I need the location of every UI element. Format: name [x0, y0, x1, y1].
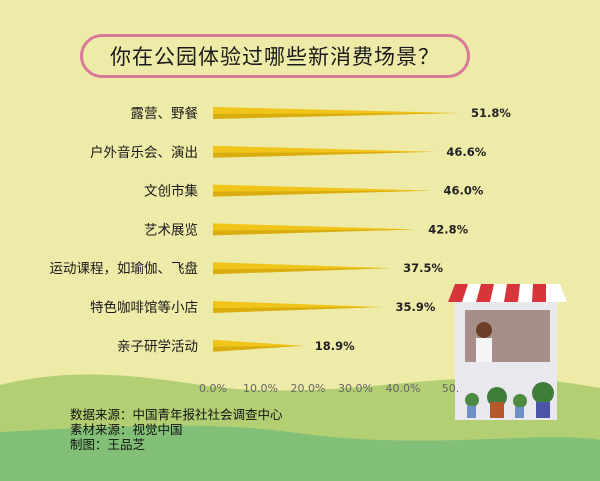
x-tick-label: 40.0% [386, 382, 421, 395]
category-label: 户外音乐会、演出 [90, 144, 198, 161]
market-stall-illustration [448, 284, 567, 420]
chart-author: 制图：王品芝 [70, 437, 146, 452]
bar-shade [213, 229, 417, 236]
bar-shade [213, 307, 384, 313]
value-label: 37.5% [403, 261, 443, 275]
category-label: 露营、野餐 [131, 106, 199, 122]
value-label: 18.9% [315, 339, 355, 353]
x-tick-label: 20.0% [291, 382, 326, 395]
x-tick-label: 50. [442, 382, 460, 395]
value-label: 51.8% [471, 106, 511, 120]
bar-shade [213, 113, 460, 119]
category-label: 亲子研学活动 [117, 339, 198, 355]
value-label: 46.0% [444, 184, 484, 198]
credits: 数据来源：中国青年报社社会调查中心 素材来源：视觉中国 制图：王品芝 [70, 407, 283, 452]
title-box: 你在公园体验过哪些新消费场景？ [80, 34, 470, 78]
x-tick-label: 0.0% [199, 382, 227, 395]
category-label: 文创市集 [144, 183, 198, 200]
bar-shade [213, 190, 432, 197]
bar-shade [213, 268, 392, 275]
value-label: 42.8% [428, 222, 468, 236]
value-label: 35.9% [396, 300, 436, 314]
bar-shade [213, 151, 435, 158]
category-label: 艺术展览 [144, 222, 198, 238]
category-label: 运动课程，如瑜伽、飞盘 [50, 260, 199, 277]
material-source: 素材来源：视觉中国 [70, 422, 183, 437]
value-label: 46.6% [446, 145, 486, 159]
data-source: 数据来源：中国青年报社社会调查中心 [70, 407, 283, 422]
x-tick-label: 10.0% [243, 382, 278, 395]
chart-title: 你在公园体验过哪些新消费场景？ [110, 45, 440, 69]
bar-shade [213, 345, 303, 352]
category-label: 特色咖啡馆等小店 [90, 299, 198, 316]
x-tick-label: 30.0% [338, 382, 373, 395]
